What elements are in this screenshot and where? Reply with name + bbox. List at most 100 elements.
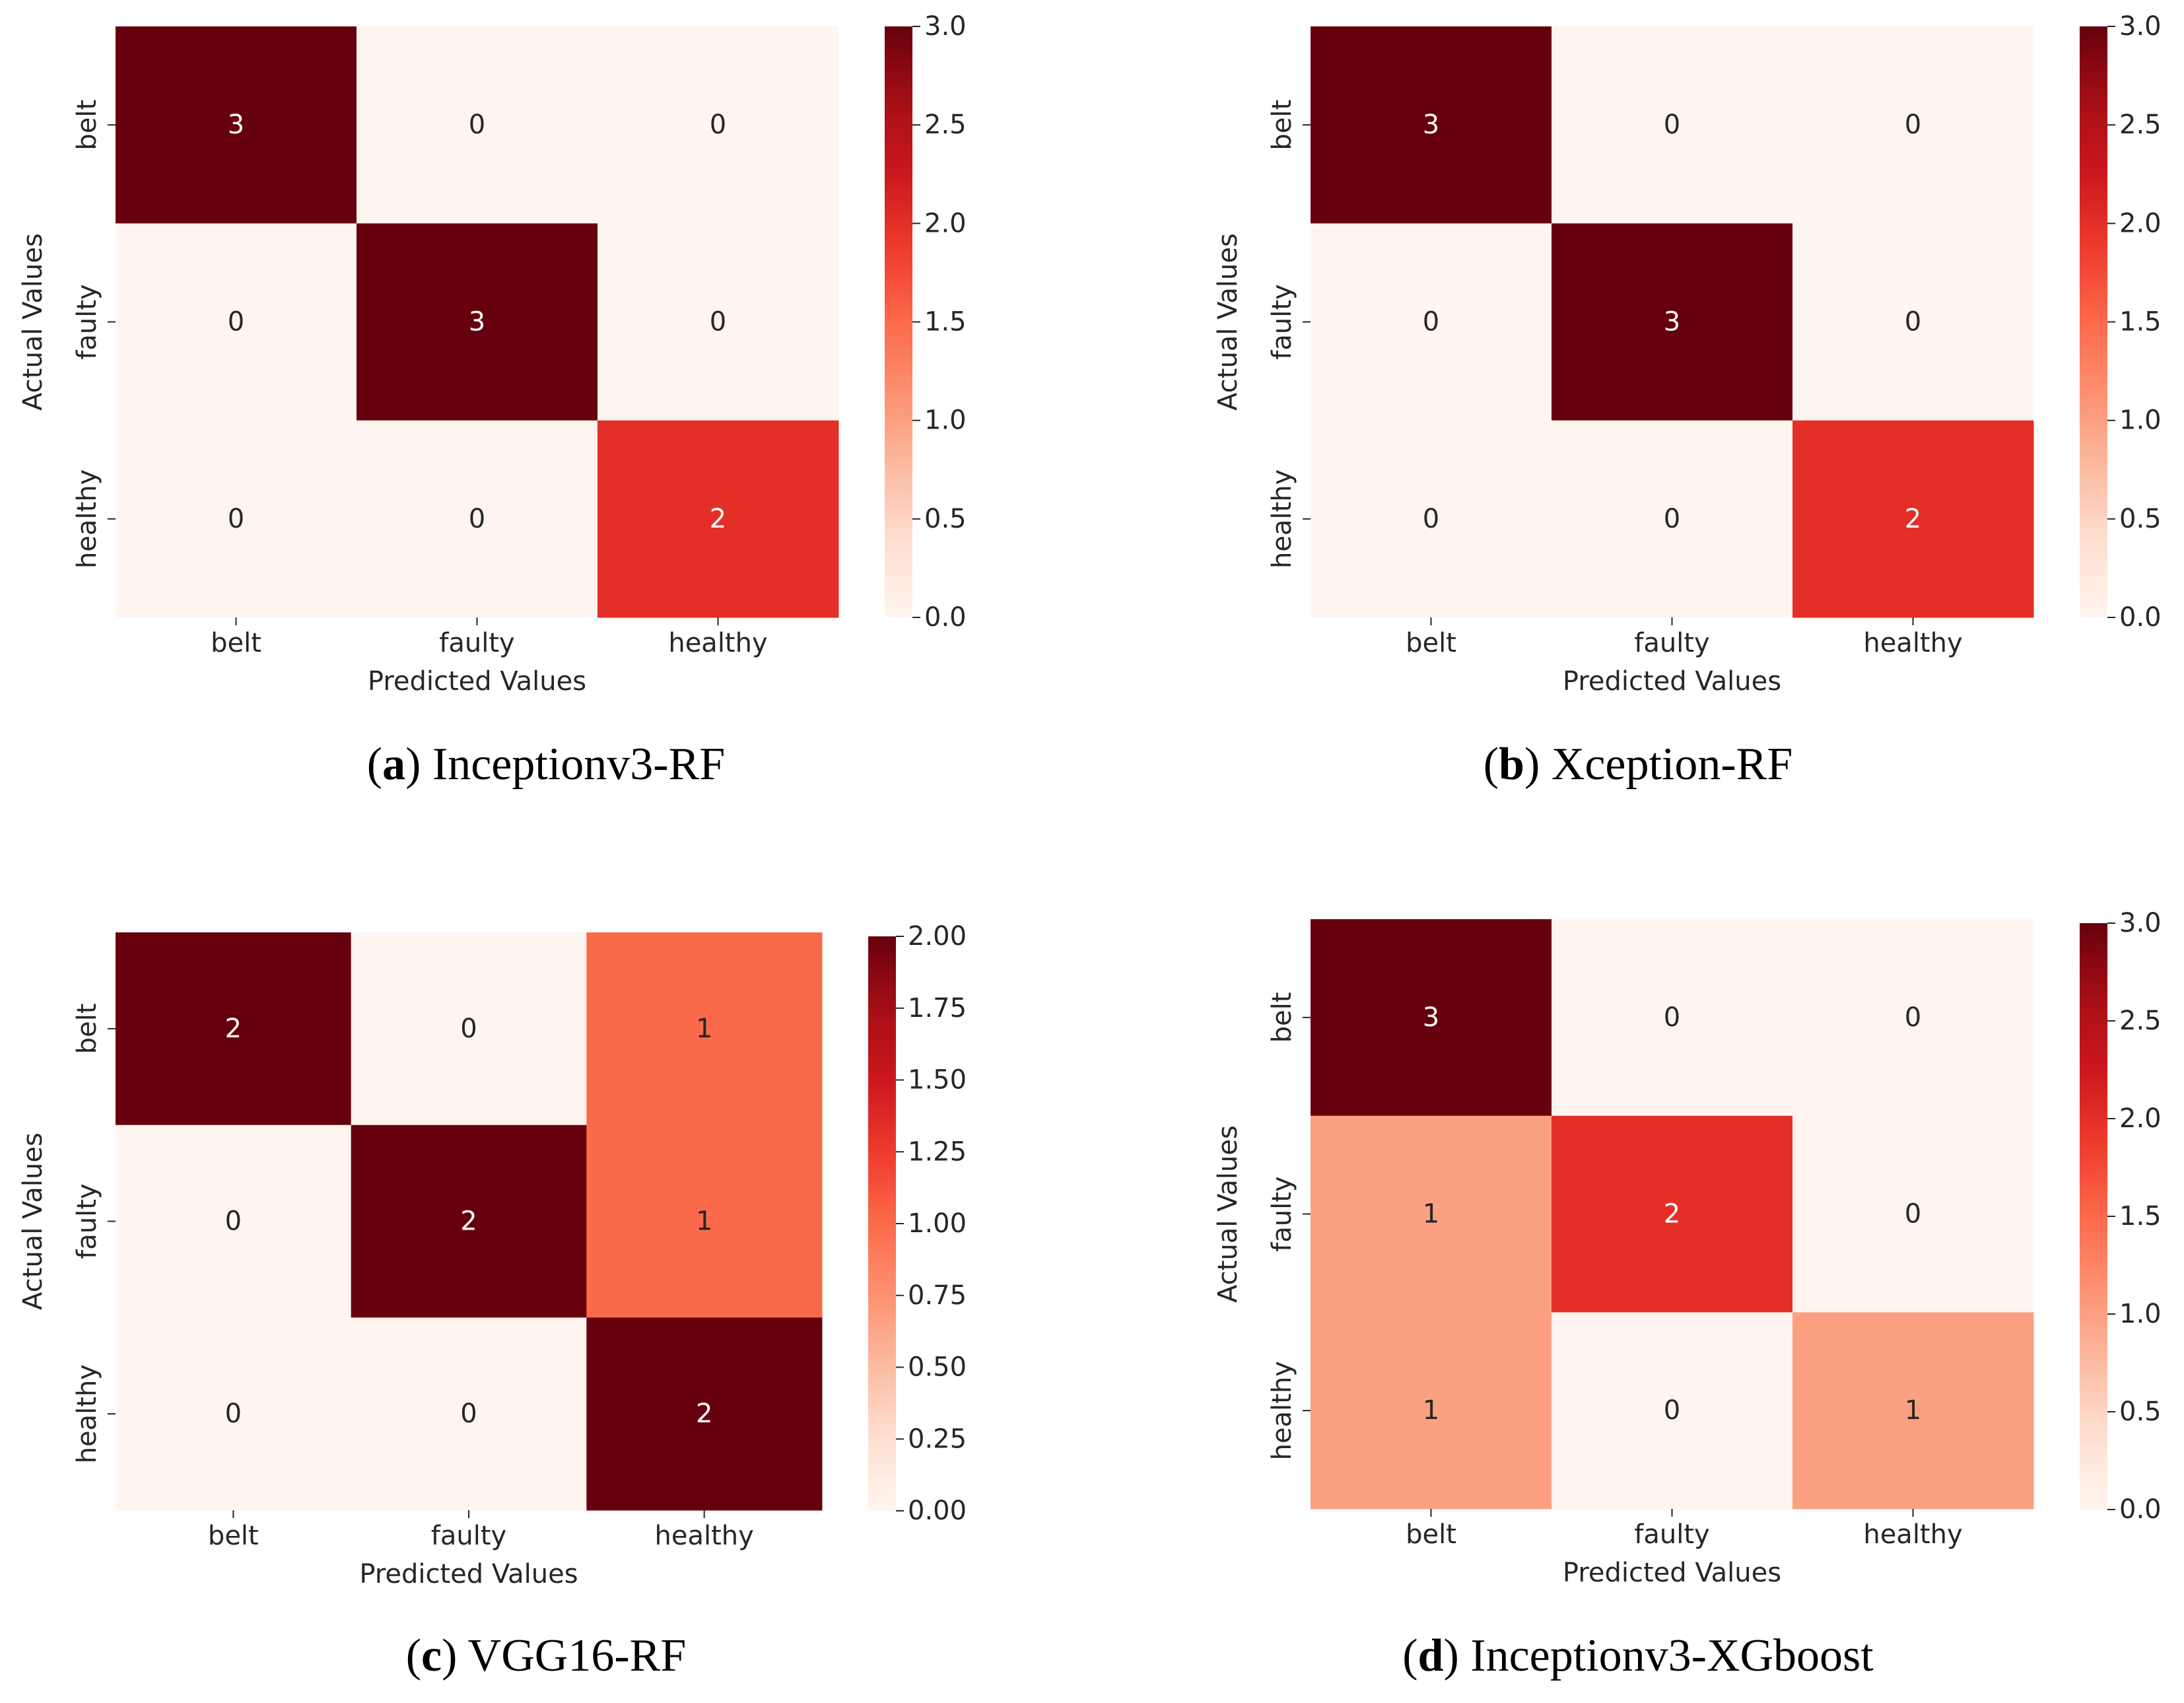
cell-value-label: 1 [1905,1395,1921,1426]
colorbar-tick-label: 0.75 [908,1280,967,1311]
x-axis-label: Predicted Values [368,666,586,697]
cell-value-label: 1 [696,1206,712,1237]
cell-value-label: 1 [1423,1199,1439,1230]
y-tick-label: belt [72,100,102,151]
cell-value-label: 0 [710,110,726,140]
heatmap-cell [1311,26,1552,224]
colorbar-tick-label: 1.5 [2119,307,2162,337]
cell-value-label: 2 [225,1014,242,1044]
cell-value-label: 2 [1664,1199,1680,1230]
colorbar-tick-label: 3.0 [924,11,967,42]
y-tick-label: faulty [1267,284,1297,359]
heatmap-cell [597,420,839,618]
colorbar-tick-label: 0.25 [908,1424,967,1454]
colorbar-tick-label: 2.0 [924,208,967,238]
x-tick-label: faulty [431,1521,506,1551]
cell-value-label: 1 [696,1014,712,1044]
heatmap-cell [1552,1312,1793,1510]
x-tick-label: faulty [439,628,514,658]
cell-value-label: 0 [469,110,485,140]
cell-value-label: 2 [1905,504,1921,534]
heatmap-cell [1311,223,1552,421]
heatmap-cell [1792,420,2034,618]
heatmap-cell [351,1125,587,1318]
y-tick-label: faulty [1267,1176,1297,1251]
y-tick-label: faulty [72,284,102,359]
x-axis-label: Predicted Values [1563,1558,1781,1588]
heatmap-cell [1552,420,1793,618]
heatmap-cell [1792,223,2034,421]
heatmap-cell [586,1125,823,1318]
colorbar-tick-label: 2.5 [2119,110,2162,140]
heatmap-a: 3 0 0 0 3 0 0 0 2 belt faulty healthy belt faulty heal… [18,11,967,697]
cell-value-label: 2 [710,504,726,534]
colorbar-tick-label: 0.0 [2119,1494,2162,1525]
x-tick-label: belt [1406,1519,1456,1550]
colorbar-tick-label: 0.0 [2119,602,2162,633]
caption-title: Inceptionv3-RF [432,739,726,790]
y-tick-label: healthy [72,469,102,569]
cell-value-label: 0 [225,1206,242,1237]
colorbar-tick-label: 2.5 [2119,1006,2162,1036]
heatmap-c: 2 0 1 0 2 1 0 0 2 belt faulty healthy belt faulty heal… [18,921,967,1589]
caption-a: (a) Inceptionv3-RF [366,739,726,790]
cell-value-label: 0 [1664,110,1680,140]
x-tick-label: faulty [1634,628,1709,658]
colorbar-tick-label: 2.0 [2119,1103,2162,1134]
colorbar-tick-label: 2.5 [924,110,967,140]
colorbar-tick-label: 1.0 [2119,405,2162,436]
caption-letter: c [421,1630,442,1681]
y-tick-label: healthy [1267,1361,1297,1460]
heatmap-cell [597,223,839,421]
heatmap-cell [116,26,357,224]
colorbar-tick-label: 1.75 [908,993,967,1024]
cell-value-label: 0 [460,1399,477,1429]
heatmap-cell [1552,26,1793,224]
heatmap-cell [116,932,352,1126]
heatmap-cell [357,420,598,618]
heatmap-cell [1792,1312,2034,1510]
colorbar-tick-label: 1.25 [908,1136,967,1167]
colorbar-tick-label: 0.00 [908,1496,967,1526]
cell-value-label: 0 [1664,1002,1680,1033]
cell-value-label: 0 [1664,504,1680,534]
colorbar-tick-label: 1.00 [908,1208,967,1239]
cell-value-label: 1 [1423,1395,1439,1426]
colorbar-tick-label: 0.5 [2119,504,2162,534]
colorbar-tick-label: 3.0 [2119,11,2162,42]
colorbar-tick-label: 1.50 [908,1065,967,1095]
y-axis-label: Actual Values [1213,1125,1243,1303]
x-tick-label: belt [1406,628,1456,658]
cell-value-label: 3 [1423,1002,1439,1033]
cell-value-label: 0 [1905,110,1921,140]
caption-b: (b) Xception-RF [1483,739,1793,790]
colorbar-tick-label: 2.0 [2119,208,2162,238]
cell-value-label: 0 [1905,1002,1921,1033]
caption-title: Xception-RF [1551,739,1793,790]
y-tick-label: healthy [1267,469,1297,569]
y-axis-label: Actual Values [1213,233,1243,411]
heatmap-cell [1552,223,1793,421]
colorbar-tick-label: 1.0 [924,405,967,436]
heatmap-cell [1792,1115,2034,1313]
caption-title: Inceptionv3-XGboost [1470,1630,1874,1681]
heatmap-cell [597,26,839,224]
caption-title: VGG16-RF [467,1630,687,1681]
heatmap-cell [1311,420,1552,618]
x-axis-label: Predicted Values [1563,666,1781,697]
heatmap-cell [1311,919,1552,1117]
colorbar [868,936,896,1511]
heatmap-cell [1311,1312,1552,1510]
colorbar-tick-label: 3.0 [2119,908,2162,938]
heatmap-cell [1792,919,2034,1117]
x-tick-label: belt [208,1521,259,1551]
cell-value-label: 3 [1664,307,1680,337]
heatmap-cell [1311,1115,1552,1313]
heatmap-cell [116,1125,352,1318]
caption-letter: b [1499,739,1524,790]
y-tick-label: belt [1267,992,1297,1043]
colorbar-tick-label: 0.0 [924,602,967,633]
heatmap-d: 3 0 0 1 2 0 1 0 1 belt faulty healthy belt faulty heal… [1213,908,2162,1588]
y-axis-label: Actual Values [18,233,48,411]
colorbar [885,26,912,617]
